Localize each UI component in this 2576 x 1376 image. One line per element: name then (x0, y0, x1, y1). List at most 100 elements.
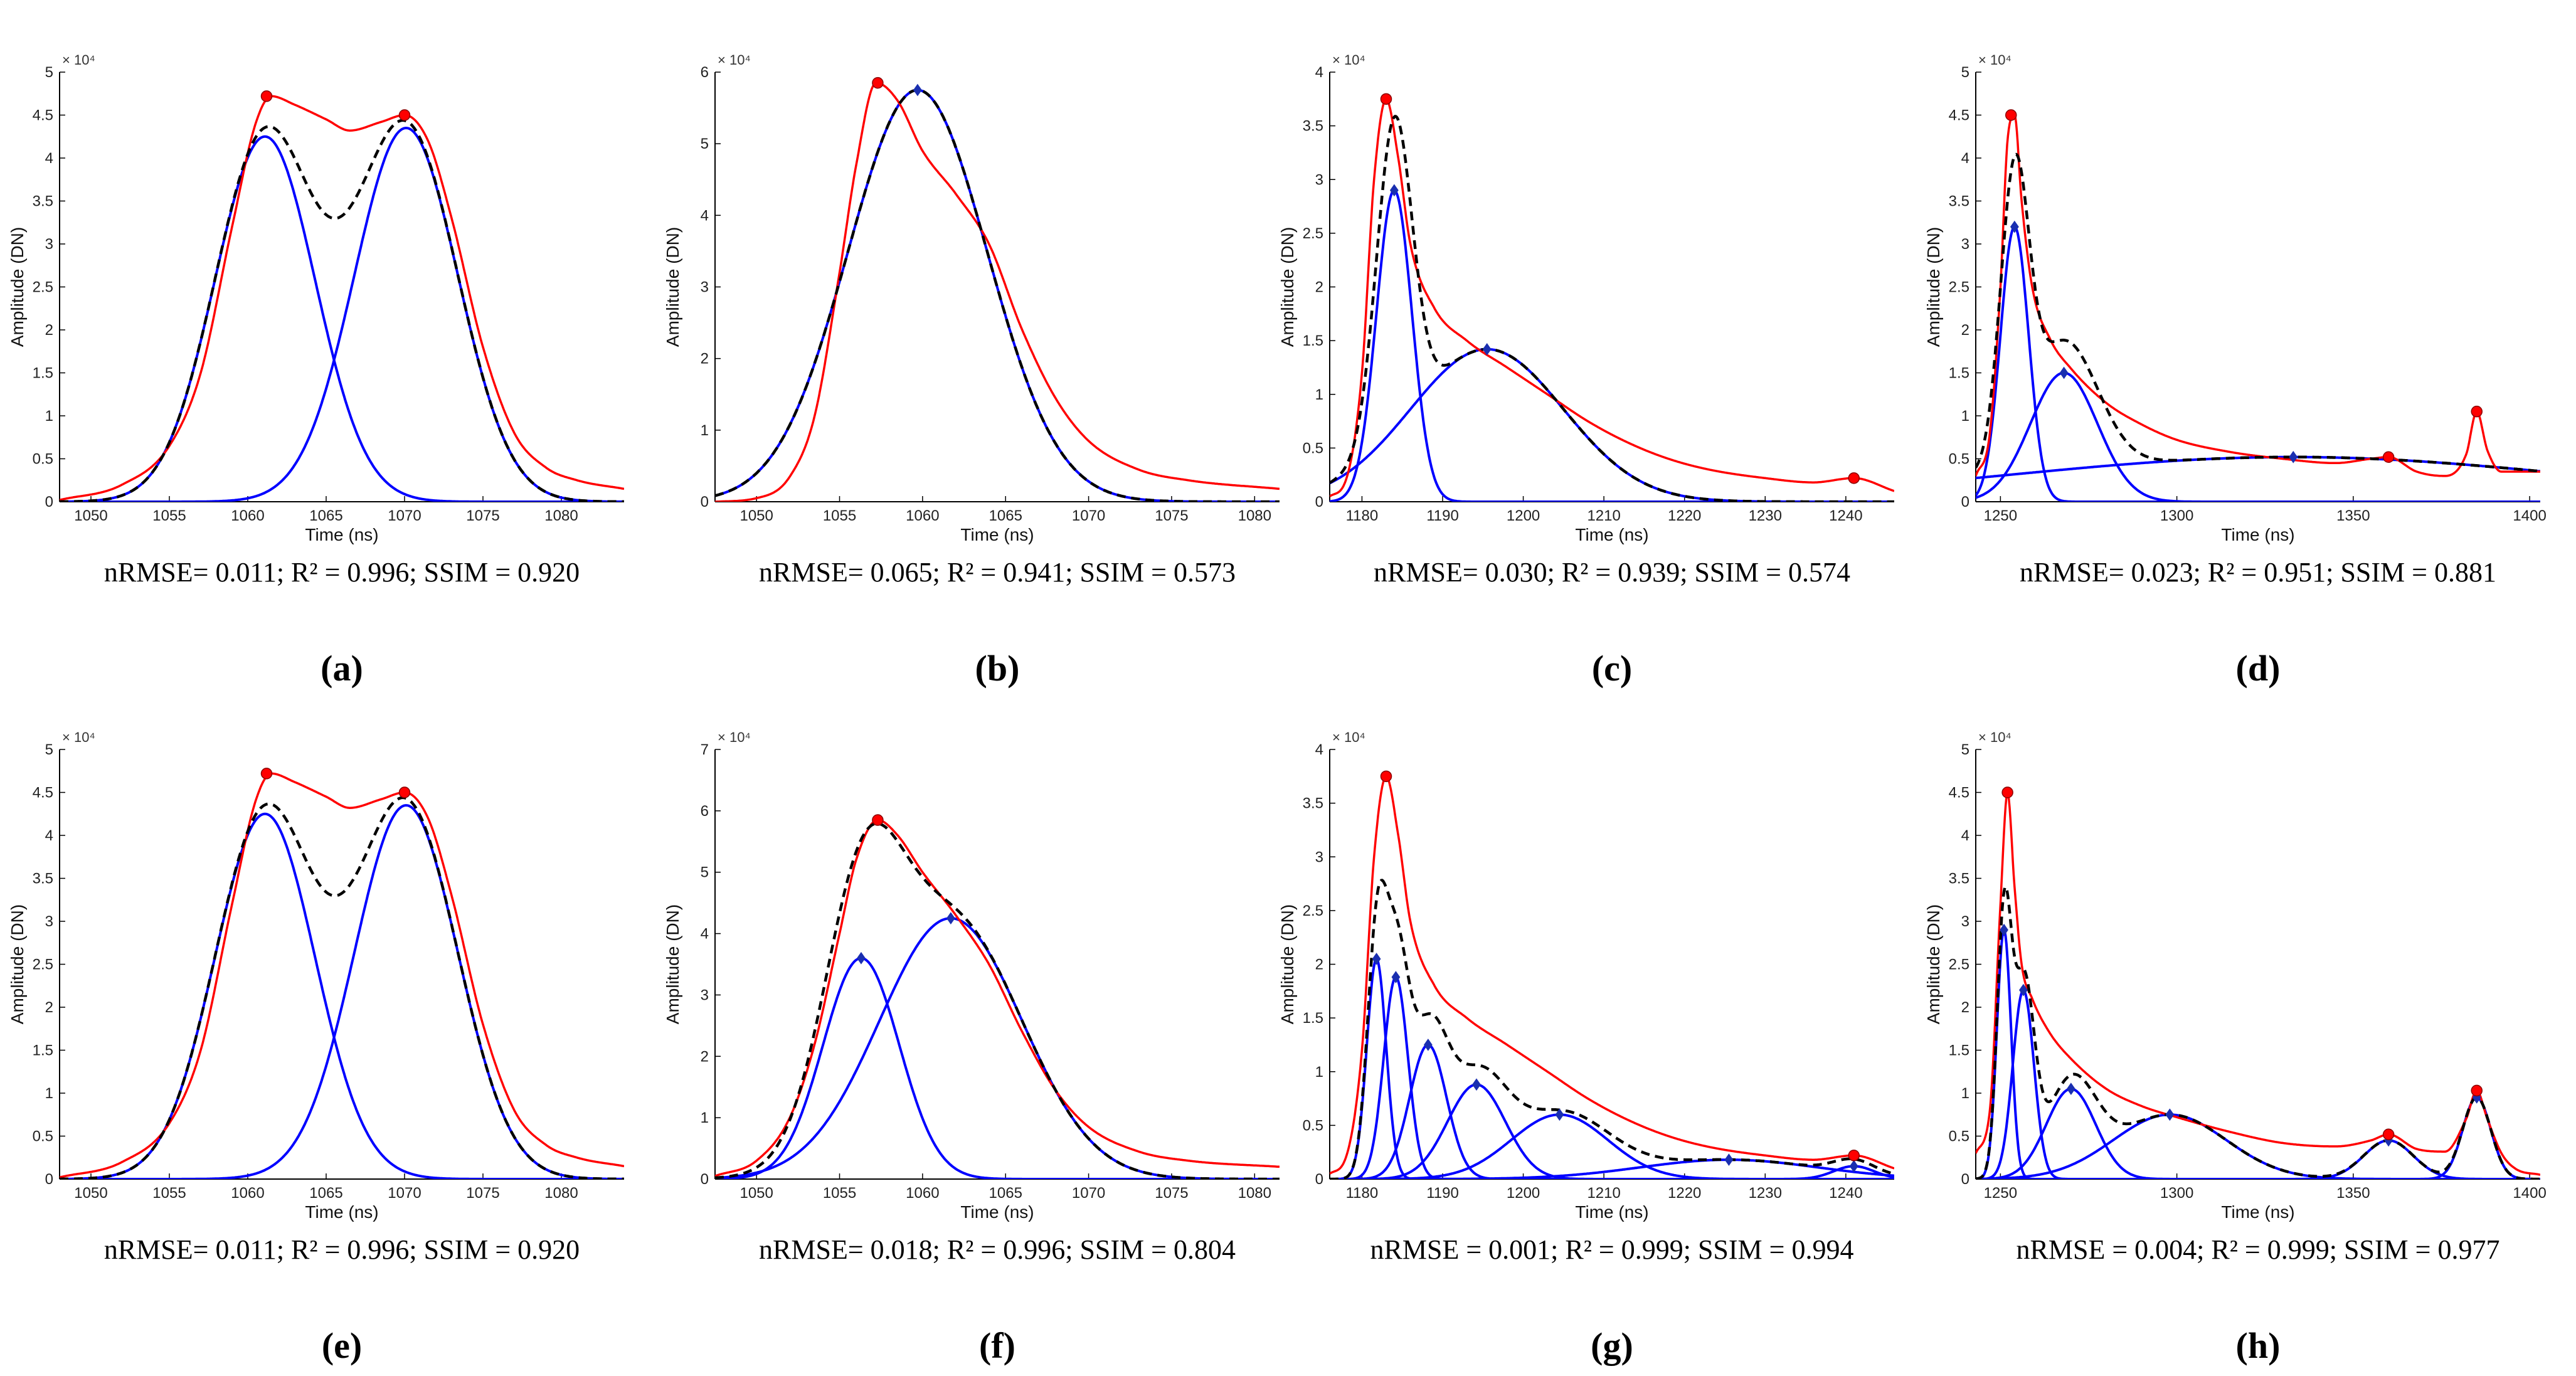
observed-waveform (1330, 97, 1894, 497)
y-tick-label: 3 (1315, 171, 1323, 188)
panel-c: 0 0.5 1 1.5 2 2.5 3 3.5 4 1180 1190 1200 1210 1220 123… (1278, 52, 1894, 689)
y-tick-label: 0 (45, 1171, 53, 1188)
x-tick-label: 1075 (1155, 507, 1188, 524)
x-tick-label: 1060 (906, 507, 939, 524)
x-tick-label: 1050 (74, 1185, 107, 1202)
x-tick-label: 1070 (1072, 1185, 1105, 1202)
metrics-text: nRMSE= 0.065; R² = 0.941; SSIM = 0.573 (759, 557, 1236, 588)
y-tick-label: 4 (1961, 150, 1969, 167)
component-peak-marker (2019, 983, 2028, 997)
panel-caption: (g) (1591, 1325, 1633, 1366)
y-tick-label: 0 (1315, 494, 1323, 511)
y-tick-label: 2.5 (1949, 956, 1969, 973)
observed-peak-marker (2001, 786, 2013, 798)
component-peak-marker (857, 951, 866, 965)
y-tick-label: 2.5 (33, 279, 53, 296)
x-tick-label: 1075 (1155, 1185, 1188, 1202)
panel-a: 0 0.5 1 1.5 2 2.5 3 3.5 4 4.5 5 1050 1055 1060 1065 107… (8, 52, 624, 689)
y-exponent-label: × 10⁴ (1978, 729, 2012, 745)
component-peak-marker (946, 912, 955, 924)
y-tick-label: 4 (1961, 827, 1969, 844)
plot-area (1330, 775, 1894, 1179)
panel-caption: (d) (2236, 648, 2281, 689)
component-curve (1330, 1043, 1894, 1179)
y-exponent-label: × 10⁴ (62, 52, 95, 68)
y-tick-label: 5 (701, 864, 709, 881)
x-tick-label: 1210 (1587, 1185, 1620, 1202)
metrics-text: nRMSE= 0.023; R² = 0.951; SSIM = 0.881 (2020, 557, 2496, 588)
metrics-text: nRMSE= 0.011; R² = 0.996; SSIM = 0.920 (104, 1234, 580, 1265)
y-tick-label: 1.5 (1949, 1042, 1969, 1059)
x-tick-label: 1250 (1984, 507, 2017, 524)
y-tick-label: 4.5 (33, 107, 53, 124)
y-tick-label: 1 (45, 408, 53, 425)
panel-g: 0 0.5 1 1.5 2 2.5 3 3.5 4 1180 1190 1200 1210 1220 123… (1278, 729, 1894, 1366)
observed-peak-marker (2382, 451, 2395, 463)
component-curve (1330, 1083, 1894, 1179)
x-tick-label: 1055 (823, 507, 856, 524)
y-tick-label: 5 (45, 741, 53, 758)
y-tick-label: 3 (701, 279, 709, 296)
observed-peak-marker (872, 814, 884, 826)
plot-area (1976, 114, 2540, 502)
x-axis-label: Time (ns) (305, 1202, 378, 1222)
component-peak-marker (913, 83, 922, 97)
x-tick-label: 1050 (74, 507, 107, 524)
x-axis-label: Time (ns) (305, 525, 378, 544)
observed-waveform (1976, 114, 2540, 477)
y-tick-label: 4 (1315, 64, 1323, 81)
component-curve (1330, 1165, 1894, 1179)
y-tick-label: 2.5 (1949, 279, 1969, 296)
metrics-text: nRMSE = 0.001; R² = 0.999; SSIM = 0.994 (1370, 1234, 1854, 1265)
component-curve (715, 956, 1280, 1179)
x-tick-label: 1055 (152, 1185, 186, 1202)
y-axis-label: Amplitude (DN) (1924, 227, 1943, 347)
component-curve (60, 804, 624, 1179)
component-curve (1330, 975, 1894, 1179)
x-tick-label: 1180 (1346, 507, 1379, 524)
observed-waveform (1330, 775, 1894, 1175)
component-curve (1976, 371, 2540, 502)
y-tick-label: 3.5 (1949, 871, 1969, 887)
y-tick-label: 0 (1961, 1171, 1969, 1188)
component-curve (60, 135, 624, 502)
x-tick-label: 1055 (823, 1185, 856, 1202)
component-peak-marker (2165, 1108, 2175, 1121)
x-axis-label: Time (ns) (2221, 525, 2294, 544)
observed-peak-marker (2005, 109, 2017, 121)
x-tick-label: 1060 (231, 507, 264, 524)
x-tick-label: 1250 (1984, 1185, 2017, 1202)
y-tick-label: 7 (701, 741, 709, 758)
observed-waveform (715, 82, 1280, 502)
component-peak-marker (1482, 342, 1492, 356)
y-tick-label: 0.5 (33, 1128, 53, 1145)
metrics-text: nRMSE= 0.011; R² = 0.996; SSIM = 0.920 (104, 557, 580, 588)
observed-peak-marker (2382, 1128, 2395, 1141)
y-axis-label: Amplitude (DN) (1278, 227, 1297, 347)
component-peak-marker (1849, 1160, 1858, 1173)
y-tick-label: 0.5 (1949, 451, 1969, 468)
y-exponent-label: × 10⁴ (718, 729, 751, 745)
y-axis-label: Amplitude (DN) (663, 904, 682, 1024)
plot-area (60, 772, 624, 1179)
plot-area (1330, 97, 1894, 502)
fitted-waveform (715, 88, 1280, 502)
y-tick-label: 2 (45, 322, 53, 339)
y-tick-label: 3.5 (33, 193, 53, 210)
observed-waveform (715, 818, 1280, 1177)
x-tick-label: 1220 (1668, 507, 1701, 524)
x-tick-label: 1065 (309, 1185, 342, 1202)
x-tick-label: 1400 (2513, 1185, 2546, 1202)
y-tick-label: 0 (45, 494, 53, 511)
y-tick-label: 1.5 (33, 1042, 53, 1059)
observed-waveform (60, 772, 624, 1178)
component-curve (60, 812, 624, 1179)
y-tick-label: 1.5 (33, 365, 53, 382)
observed-peak-marker (260, 768, 273, 780)
y-tick-label: 3.5 (1303, 118, 1323, 135)
x-tick-label: 1220 (1668, 1185, 1701, 1202)
y-tick-label: 5 (45, 64, 53, 81)
fitted-waveform (1976, 884, 2540, 1179)
fitted-waveform (1330, 879, 1894, 1179)
